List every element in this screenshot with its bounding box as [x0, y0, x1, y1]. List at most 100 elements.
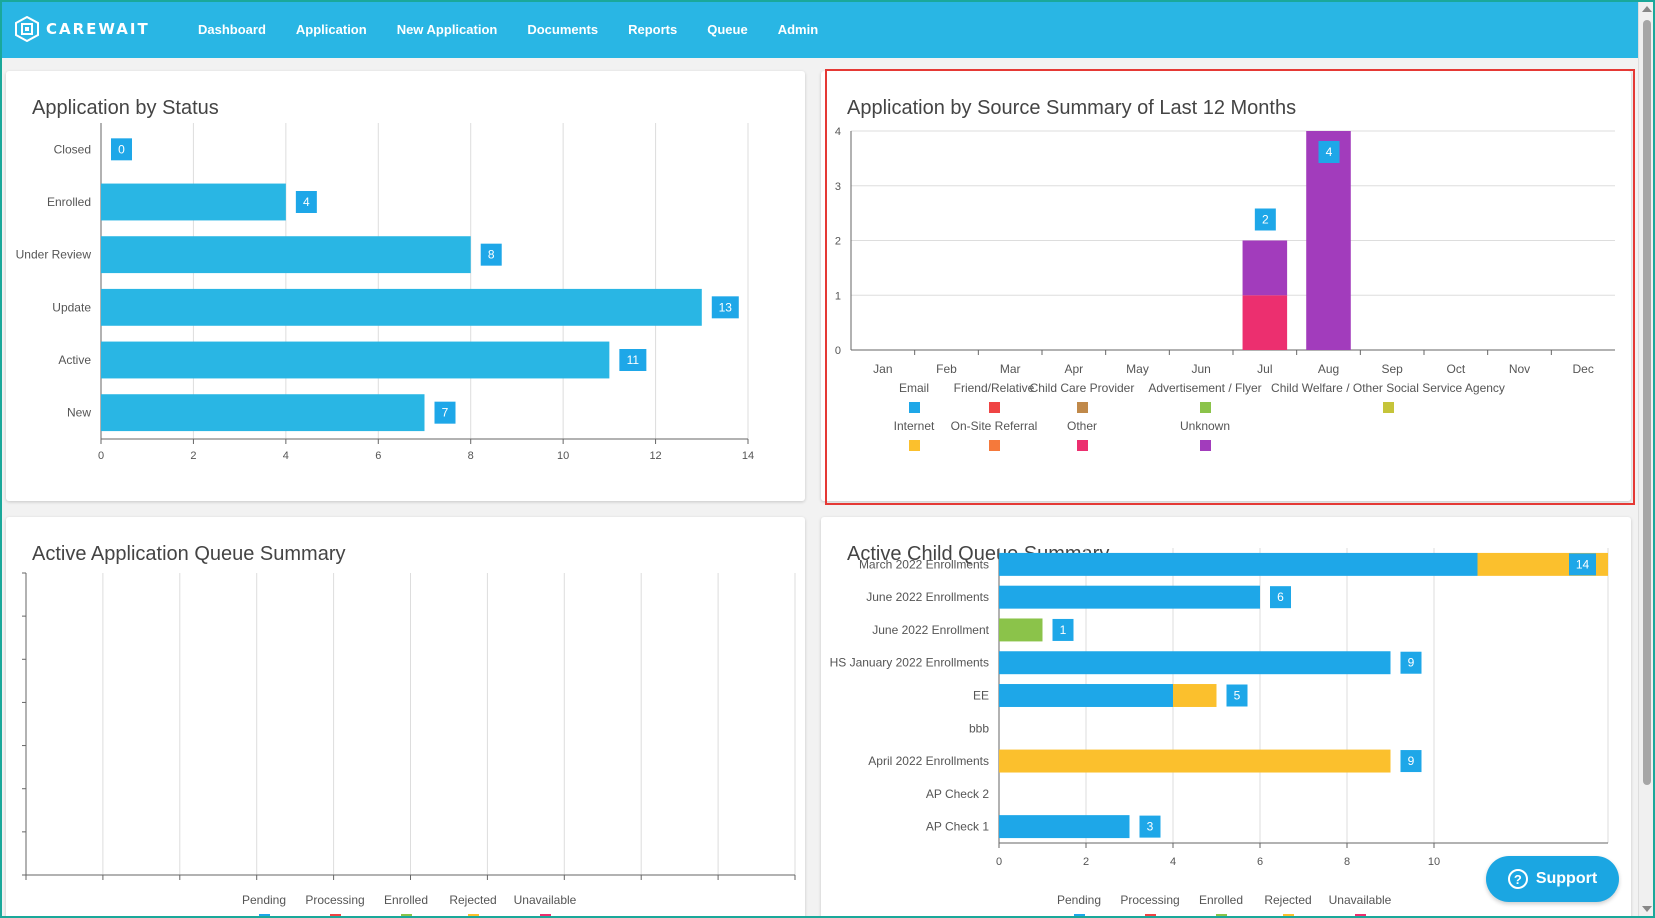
source-chart-title: Application by Source Summary of Last 12… [847, 97, 1297, 119]
nav-dashboard[interactable]: Dashboard [198, 21, 266, 37]
total-label: 14 [1576, 557, 1590, 571]
data-label: 11 [627, 353, 640, 367]
total-label-box [1318, 141, 1340, 163]
legend-swatch [1383, 402, 1394, 413]
x-tick-label: 10 [557, 450, 569, 462]
x-tick-label: Jul [1257, 362, 1272, 376]
data-label: 8 [488, 248, 495, 262]
nav-admin[interactable]: Admin [777, 21, 819, 37]
legend-swatch [468, 914, 479, 918]
stack-segment [999, 684, 1173, 707]
page-scrollbar[interactable] [1638, 0, 1655, 918]
x-tick-label: 10 [1428, 856, 1440, 868]
x-tick-label: 4 [283, 450, 289, 462]
total-label-box [1569, 553, 1596, 576]
total-label: 9 [1408, 656, 1415, 670]
category-label: Closed [54, 142, 91, 156]
category-label: HS January 2022 Enrollments [830, 656, 989, 670]
stack-segment [999, 651, 1391, 675]
scroll-thumb[interactable] [1643, 20, 1651, 785]
legend-swatch [259, 914, 270, 918]
data-label: 13 [719, 300, 733, 314]
child-queue-chart-card: Active Child Queue Summary 0 2 4 6 8 10 March … [821, 517, 1631, 918]
data-label-box [619, 349, 647, 371]
x-tick-label: Dec [1572, 362, 1593, 376]
total-label: 1 [1060, 623, 1067, 637]
x-tick-label: 2 [190, 450, 196, 462]
legend-swatch [989, 440, 1000, 451]
x-tick-label: Jan [873, 362, 892, 376]
total-label-box [1270, 586, 1291, 609]
total-label-box [1052, 618, 1074, 641]
brand-name: CAREWAIT [46, 20, 150, 38]
status-chart-title: Application by Status [32, 97, 219, 119]
total-label: 3 [1147, 820, 1154, 834]
legend-label: Rejected [449, 893, 496, 907]
app-queue-chart-title: Active Application Queue Summary [32, 543, 346, 565]
legend-swatch [1077, 440, 1088, 451]
nav-reports[interactable]: Reports [628, 21, 678, 37]
data-label: 4 [303, 195, 310, 209]
x-tick-label: 0 [996, 856, 1002, 868]
legend-label: Pending [1057, 893, 1101, 907]
category-label: bbb [969, 721, 989, 735]
nav-documents[interactable]: Documents [527, 21, 599, 37]
nav-queue[interactable]: Queue [707, 21, 748, 37]
category-label: AP Check 2 [926, 787, 989, 801]
total-label-box [1139, 815, 1161, 838]
category-label: Update [52, 300, 91, 314]
source-chart-card: Application by Source Summary of Last 12… [821, 71, 1631, 501]
nav-application[interactable]: Application [295, 21, 367, 37]
legend-label: Enrolled [1199, 893, 1243, 907]
legend-swatch [1200, 402, 1211, 413]
x-tick-label: Mar [1000, 362, 1021, 376]
brand-logo[interactable]: CAREWAIT [14, 16, 184, 42]
bar [101, 288, 702, 326]
category-label: EE [973, 689, 989, 703]
bar [101, 341, 610, 379]
support-button[interactable]: ? Support [1486, 856, 1619, 902]
scroll-down-arrow-icon[interactable] [1642, 906, 1652, 912]
legend-label: On-Site Referral [951, 419, 1038, 433]
bar [101, 236, 471, 274]
stack-segment [999, 552, 1478, 576]
legend-swatch [540, 914, 551, 918]
legend-label: Pending [242, 893, 286, 907]
app-queue-chart: Pending Processing Enrolled Rejected Unavail… [22, 572, 796, 918]
legend-label: Processing [1120, 893, 1179, 907]
legend-swatch [401, 914, 412, 918]
x-tick-label: Apr [1064, 362, 1083, 376]
legend-label: Unavailable [1329, 893, 1392, 907]
total-label-box [1254, 208, 1276, 231]
legend-swatch [330, 914, 341, 918]
bar [101, 183, 286, 221]
y-tick-label: 3 [835, 181, 841, 193]
legend-swatch [1283, 914, 1294, 918]
total-label-box [1400, 750, 1422, 773]
category-label: March 2022 Enrollments [859, 557, 989, 571]
x-tick-label: May [1126, 362, 1149, 376]
scroll-up-arrow-icon[interactable] [1642, 6, 1652, 12]
y-tick-label: 4 [835, 126, 841, 138]
x-tick-label: 8 [1344, 856, 1350, 868]
legend-label: Child Welfare / Other Social Service Age… [1271, 381, 1505, 395]
stack-segment [999, 815, 1130, 839]
category-label: Under Review [16, 248, 92, 262]
stack-segment [1306, 131, 1351, 350]
total-label: 6 [1277, 590, 1284, 604]
category-label: Active [58, 353, 91, 367]
status-chart: 0 2 4 6 8 10 12 14 Closed 0 Enrolled 4 Under Review 8… [16, 123, 754, 462]
total-label: 2 [1262, 213, 1269, 227]
x-tick-label: Feb [936, 362, 957, 376]
nav-new-application[interactable]: New Application [396, 21, 498, 37]
x-tick-label: Sep [1381, 362, 1403, 376]
legend-swatch [909, 440, 920, 451]
x-tick-label: Oct [1446, 362, 1465, 376]
app-queue-chart-card: Active Application Queue Summary Pending… [6, 517, 805, 918]
bar [101, 394, 425, 432]
help-icon: ? [1507, 869, 1528, 889]
category-label: AP Check 1 [926, 820, 989, 834]
stack-segment [1242, 240, 1288, 296]
legend-swatch [989, 402, 1000, 413]
category-label: June 2022 Enrollments [866, 590, 989, 604]
